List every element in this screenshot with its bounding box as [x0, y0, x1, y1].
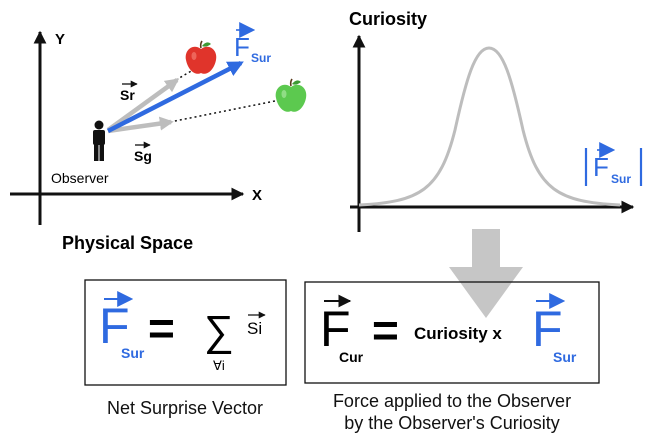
vector-sg	[107, 116, 174, 134]
eq-right-lhs: F	[320, 301, 351, 357]
label-sg: Sg	[134, 141, 152, 164]
green-apple-icon	[275, 78, 307, 112]
vector-sr	[106, 78, 180, 132]
eq-right-mid: Curiosity x	[414, 324, 502, 343]
curiosity-force-caption-line2: by the Observer's Curiosity	[344, 413, 560, 433]
eq-left-equals: =	[148, 302, 175, 354]
curiosity-force-equation: F Cur = Curiosity x F Sur	[304, 281, 600, 384]
magnitude-f-sur-label: F Sur	[584, 142, 643, 186]
dotted-line-green	[169, 99, 281, 123]
axis-y-label: Y	[55, 31, 65, 48]
observer-person-icon	[93, 120, 105, 161]
curiosity-bell-curve	[358, 46, 621, 207]
curiosity-title: Curiosity	[349, 9, 427, 29]
eq-right-equals: =	[372, 304, 399, 356]
vector-f-sur	[106, 60, 244, 134]
eq-left-term: Si	[247, 319, 262, 338]
magnitude-f-main: F	[593, 152, 609, 182]
down-arrow-icon	[449, 229, 523, 318]
eq-right-rhs: F	[532, 301, 563, 357]
eq-left-sum: ∑	[204, 307, 234, 354]
physical-space-panel: Y X Sr Sg F Sur Observer	[10, 22, 307, 253]
label-f-sur-sub: Sur	[251, 51, 271, 65]
eq-right-rhs-sub: Sur	[553, 349, 577, 365]
physical-space-title: Physical Space	[62, 233, 193, 253]
eq-right-lhs-sub: Cur	[339, 349, 364, 365]
label-f-sur-main: F	[234, 32, 250, 62]
label-sr: Sr	[120, 80, 138, 103]
curiosity-force-caption-line1: Force applied to the Observer	[332, 391, 572, 411]
label-f-sur: F Sur	[234, 22, 271, 65]
curiosity-force-caption: Force applied to the Observer by the Obs…	[295, 390, 609, 434]
eq-left-lhs-sub: Sur	[121, 345, 145, 361]
eq-left-sum-sub: ∀i	[213, 358, 225, 373]
observer-label: Observer	[51, 170, 109, 186]
axis-x-label: X	[252, 187, 262, 204]
red-apple-icon	[185, 40, 217, 74]
curiosity-plot-panel: Curiosity F Sur	[349, 9, 643, 232]
label-sr-text: Sr	[120, 87, 135, 103]
net-surprise-equation: F Sur = ∑ ∀i Si	[84, 279, 287, 386]
equation-left-box	[84, 279, 287, 386]
magnitude-f-sub: Sur	[611, 172, 631, 186]
eq-left-lhs: F	[99, 298, 130, 354]
equation-right-box	[304, 281, 600, 384]
net-surprise-caption: Net Surprise Vector	[106, 398, 264, 418]
label-sg-text: Sg	[134, 148, 152, 164]
